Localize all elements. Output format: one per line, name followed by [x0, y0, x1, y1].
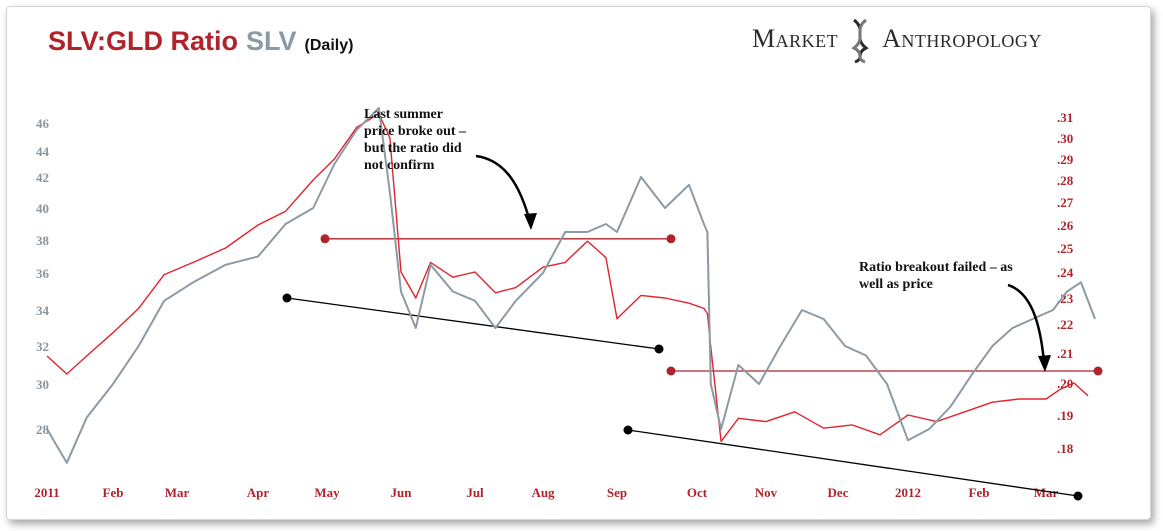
x-tick-label: Feb	[103, 485, 124, 500]
left-tick-label: 46	[36, 116, 50, 131]
left-tick-label: 34	[36, 303, 50, 318]
price-title: SLV	[246, 26, 297, 56]
trend-dot	[654, 344, 664, 354]
trend-dot	[282, 293, 292, 303]
x-tick-label: Oct	[687, 485, 708, 500]
trend-line	[286, 297, 660, 350]
left-tick-label: 28	[36, 422, 50, 437]
level-dot	[1093, 366, 1103, 376]
trend-lines	[282, 293, 1083, 501]
x-tick-label: Feb	[969, 485, 990, 500]
annotation-text: price broke out –	[364, 124, 467, 139]
annotation-text: Last summer	[364, 107, 443, 122]
chart-title: SLV:GLD Ratio SLV (Daily)	[48, 26, 353, 57]
left-tick-label: 42	[36, 170, 49, 185]
level-dot	[666, 366, 676, 376]
right-tick-label: .28	[1057, 173, 1074, 188]
brand-logo: Market Anthropology	[752, 18, 1042, 64]
trend-dot	[1073, 491, 1083, 501]
x-tick-label: May	[314, 485, 340, 500]
right-tick-label: .23	[1057, 291, 1074, 306]
series-lines	[46, 107, 1096, 464]
dna-helix-icon	[851, 18, 869, 64]
annotation-arrow	[475, 154, 532, 223]
right-tick-label: .21	[1057, 346, 1073, 361]
annotation-arrow	[1007, 283, 1046, 363]
right-tick-label: .26	[1057, 218, 1074, 233]
right-tick-label: .19	[1057, 408, 1074, 423]
left-tick-label: 30	[36, 377, 49, 392]
left-tick-label: 36	[36, 266, 50, 281]
x-tick-label: Jul	[466, 485, 484, 500]
right-tick-label: .22	[1057, 317, 1073, 332]
right-tick-label: .29	[1057, 152, 1074, 167]
right-axis: .31 .30 .29 .28 .27 .26 .25 .24 .23 .22 .21 .20 .19.…	[1057, 110, 1074, 456]
brand-right: Anthropology	[882, 23, 1042, 53]
left-axis: 46 44 42 40 38 36 34 32 30 28	[36, 116, 50, 437]
x-tick-label: 2012	[895, 485, 921, 500]
x-tick-label: Mar	[1034, 485, 1059, 500]
annotation-text: well as price	[859, 277, 933, 292]
arrow-head	[524, 213, 537, 230]
ratio-series-line	[46, 112, 1089, 443]
x-tick-label: Mar	[165, 485, 190, 500]
x-tick-label: Aug	[531, 485, 555, 500]
x-tick-label: 2011	[34, 485, 59, 500]
right-tick-label: .31	[1057, 110, 1073, 125]
level-dot	[320, 234, 330, 244]
annotations: Last summer price broke out – but the rati…	[364, 107, 1051, 372]
x-tick-label: Dec	[828, 485, 849, 500]
right-tick-label: .20	[1057, 376, 1073, 391]
x-tick-label: Jun	[391, 485, 413, 500]
right-tick-label: .24	[1057, 265, 1074, 280]
x-tick-label: Apr	[247, 485, 270, 500]
level-dot	[666, 234, 676, 244]
x-tick-label: Sep	[607, 485, 627, 500]
horizontal-levels	[320, 234, 1103, 376]
chart-frame	[6, 6, 1151, 520]
left-tick-label: 32	[36, 339, 49, 354]
right-tick-label: .30	[1057, 131, 1073, 146]
x-tick-label: Nov	[755, 485, 778, 500]
arrow-head	[1038, 355, 1051, 372]
period-label: (Daily)	[304, 37, 354, 54]
left-tick-label: 38	[36, 233, 50, 248]
right-tick-label: .27	[1057, 195, 1074, 210]
ratio-title: SLV:GLD Ratio	[48, 26, 239, 56]
annotation-text: not confirm	[364, 158, 435, 173]
left-tick-label: 40	[36, 201, 49, 216]
brand-left: Market	[752, 23, 839, 53]
trend-line	[627, 429, 1079, 497]
right-tick-label: .18	[1057, 441, 1074, 456]
x-axis: 2011 Feb Mar Apr May Jun Jul Aug Sep Oct Nov Dec 201…	[34, 485, 1058, 500]
trend-dot	[623, 425, 633, 435]
slv-series-line	[46, 107, 1096, 464]
right-tick-label: .25	[1057, 241, 1074, 256]
annotation-text: Ratio breakout failed – as	[859, 260, 1013, 275]
annotation-text: but the ratio did	[364, 141, 462, 156]
left-tick-label: 44	[36, 144, 50, 159]
